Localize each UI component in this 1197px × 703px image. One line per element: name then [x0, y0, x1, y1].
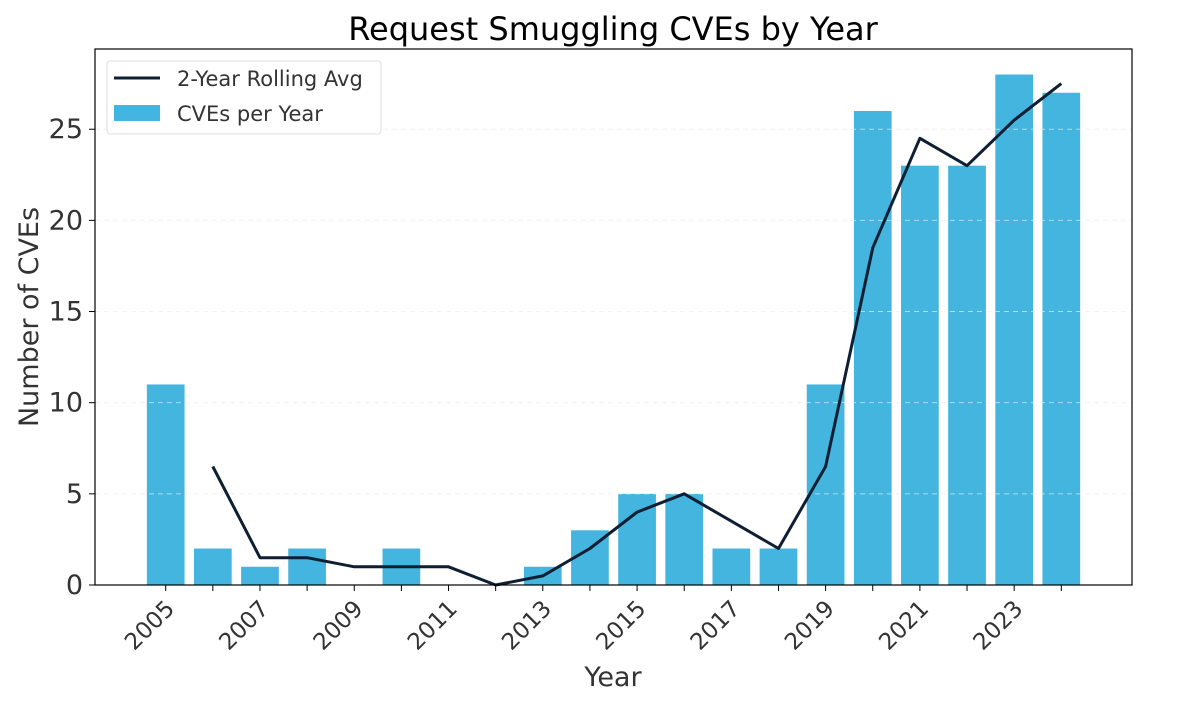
bar [901, 165, 939, 585]
rolling-average-line-group [211, 82, 1063, 587]
bar [995, 74, 1034, 586]
bar [759, 548, 798, 585]
legend-bar-swatch [114, 105, 160, 121]
bar [618, 493, 656, 585]
legend: 2-Year Rolling Avg CVEs per Year [106, 60, 382, 135]
x-tick-label: 2011 [403, 596, 463, 656]
bar [193, 548, 232, 585]
x-tick-label: 2015 [592, 596, 652, 656]
legend-label-rolling-avg: 2-Year Rolling Avg [177, 67, 363, 91]
y-tick-label: 15 [49, 297, 83, 328]
y-tick-label: 20 [49, 205, 83, 236]
bar [241, 566, 279, 585]
x-tick-label: 2021 [874, 596, 934, 656]
bar [1042, 92, 1081, 586]
legend-box [106, 60, 382, 135]
x-tick-label: 2019 [780, 596, 840, 656]
x-tick-label: 2023 [969, 596, 1029, 656]
legend-label-cves-per-year: CVEs per Year [177, 102, 323, 126]
x-tick-label: 2007 [214, 596, 274, 656]
bar [806, 384, 845, 585]
bar [853, 110, 892, 586]
y-tick-label: 5 [66, 479, 83, 510]
chart-title: Request Smuggling CVEs by Year [348, 10, 878, 48]
bar [948, 165, 986, 585]
x-tick-label: 2005 [120, 596, 180, 656]
bars [95, 74, 1132, 586]
x-tick-label: 2009 [309, 596, 369, 656]
x-tick-label: 2013 [497, 596, 557, 656]
y-axis-label: Number of CVEs [14, 207, 45, 427]
y-tick-label: 25 [49, 114, 83, 145]
y-tick-label: 10 [49, 388, 83, 419]
y-tick-label: 0 [66, 570, 83, 601]
bar [712, 548, 751, 585]
x-axis-ticks: 2005 2007 2009 2011 2013 2015 2017 2019 2021 2023 [120, 585, 1062, 656]
bar [288, 548, 326, 585]
bar [146, 384, 185, 585]
x-tick-label: 2017 [686, 596, 746, 656]
x-axis-label: Year [583, 662, 642, 693]
y-axis-ticks: 0 5 10 15 20 25 [49, 114, 95, 601]
plot-area-frame [94, 48, 1133, 586]
rolling-average-line [211, 82, 1063, 587]
bar [665, 493, 704, 585]
